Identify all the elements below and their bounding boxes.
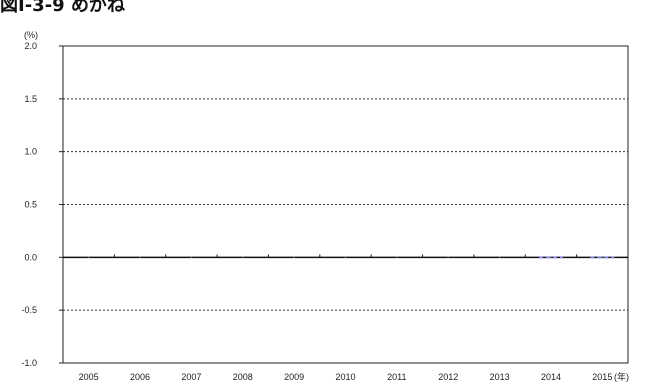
x-tick-label: 2010 (335, 372, 355, 382)
y-tick-label: 2.0 (24, 41, 37, 51)
data-point (344, 256, 347, 259)
y-tick-label: 0.5 (24, 200, 37, 210)
x-axis-unit-label: (年) (614, 371, 629, 382)
x-tick-label: 2013 (490, 372, 510, 382)
data-point (498, 256, 501, 259)
data-point (293, 256, 295, 259)
data-point (87, 256, 90, 259)
x-tick-label: 2006 (130, 372, 150, 382)
y-axis-unit-label: (%) (24, 30, 38, 40)
series-layer (87, 256, 615, 259)
plot-frame (62, 45, 629, 364)
x-tick-label: 2014 (541, 372, 561, 382)
x-tick-label: 2015 (592, 372, 612, 382)
x-tick-label: 2011 (387, 372, 406, 382)
x-tick-label: 2007 (181, 372, 201, 382)
data-point (447, 256, 450, 259)
y-tick-label: -1.0 (21, 358, 37, 368)
chart-title: 図Ⅰ-3-9 めがね (0, 0, 125, 16)
y-axis-ticks: 2.0 1.5 1.0 0.5 0.0 -0.5 -1.0 (21, 41, 63, 368)
data-point (139, 256, 141, 259)
x-tick-label: 2009 (284, 372, 304, 382)
y-tick-label: -0.5 (21, 305, 37, 315)
y-tick-label: 0.0 (24, 252, 37, 262)
y-tick-label: 1.5 (24, 94, 37, 104)
y-tick-label: 1.0 (24, 147, 37, 157)
x-tick-label: 2005 (79, 372, 99, 382)
x-tick-label: 2008 (233, 372, 253, 382)
x-tick-label: 2012 (438, 372, 458, 382)
data-point (396, 256, 398, 259)
data-point (550, 256, 552, 259)
data-point (190, 256, 193, 259)
gridlines (63, 98, 628, 311)
data-point (601, 256, 604, 259)
data-point (241, 256, 244, 259)
